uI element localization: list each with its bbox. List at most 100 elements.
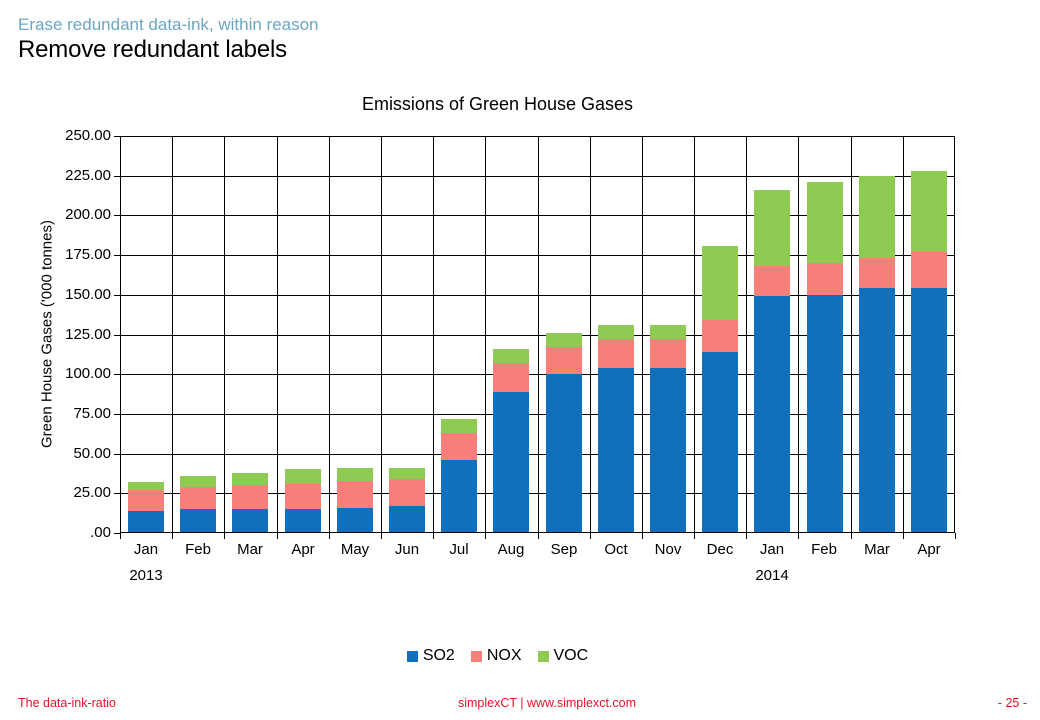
v-gridline	[694, 136, 695, 533]
legend-swatch-icon	[537, 650, 549, 662]
bar-segment-so2	[546, 374, 582, 533]
h-gridline	[120, 493, 955, 494]
x-tick-mark	[642, 533, 643, 539]
month-label: Jan	[133, 541, 159, 558]
bar-segment-voc	[650, 325, 686, 339]
legend-item-so2: SO2	[406, 647, 455, 665]
bar-segment-voc	[859, 176, 895, 258]
bar-segment-so2	[911, 288, 947, 533]
x-tick-mark	[746, 533, 747, 539]
bar-segment-voc	[285, 469, 321, 484]
bar-segment-nox	[285, 484, 321, 509]
plot-area	[120, 136, 955, 533]
chart-title: Emissions of Green House Gases	[361, 94, 634, 114]
month-label: Mar	[864, 541, 890, 558]
bar-segment-voc	[807, 182, 843, 263]
bar-segment-voc	[598, 325, 634, 339]
bar-segment-so2	[598, 368, 634, 533]
v-gridline	[642, 136, 643, 533]
y-tick-label: .00	[90, 524, 111, 541]
bar-segment-voc	[546, 333, 582, 347]
footer-topic: The data-ink-ratio	[18, 696, 116, 710]
month-label: Apr	[917, 541, 941, 558]
month-label: Jun	[394, 541, 420, 558]
plot-border-bottom	[120, 532, 955, 533]
bar-segment-nox	[337, 481, 373, 508]
x-tick-mark	[433, 533, 434, 539]
h-gridline	[120, 454, 955, 455]
month-label: Oct	[604, 541, 628, 558]
bar-segment-voc	[441, 419, 477, 433]
bar-segment-so2	[232, 509, 268, 533]
v-gridline	[224, 136, 225, 533]
x-tick-mark	[485, 533, 486, 539]
v-gridline	[538, 136, 539, 533]
y-tick-mark	[114, 255, 120, 256]
month-label: Jan	[759, 541, 785, 558]
v-gridline	[903, 136, 904, 533]
v-gridline	[381, 136, 382, 533]
y-tick-mark	[114, 335, 120, 336]
bar-segment-so2	[754, 296, 790, 533]
month-label: May	[340, 541, 370, 558]
bar-segment-voc	[232, 473, 268, 485]
y-tick-mark	[114, 374, 120, 375]
y-tick-label: 175.00	[65, 246, 111, 263]
bar-segment-nox	[232, 485, 268, 509]
legend-swatch-icon	[406, 650, 418, 662]
bar-segment-nox	[650, 339, 686, 368]
plot-border-right	[954, 136, 955, 533]
slide-footer: The data-ink-ratio simplexCT | www.simpl…	[0, 696, 1040, 716]
v-gridline	[277, 136, 278, 533]
chart: Emissions of Green House Gases Green Hou…	[35, 90, 960, 690]
bar-segment-voc	[128, 482, 164, 490]
v-gridline	[485, 136, 486, 533]
chart-legend: SO2 NOX VOC	[35, 647, 960, 665]
month-label: Mar	[237, 541, 263, 558]
bar-segment-voc	[493, 349, 529, 363]
bar-segment-so2	[180, 509, 216, 533]
bar-segment-nox	[598, 339, 634, 368]
y-tick-label: 125.00	[65, 326, 111, 343]
bar-segment-voc	[911, 171, 947, 252]
bar-segment-so2	[702, 352, 738, 533]
x-tick-mark	[277, 533, 278, 539]
legend-item-nox: NOX	[470, 647, 522, 665]
x-tick-mark	[381, 533, 382, 539]
y-tick-mark	[114, 493, 120, 494]
bar-segment-voc	[337, 468, 373, 481]
bar-segment-so2	[807, 295, 843, 533]
v-gridline	[746, 136, 747, 533]
bar-segment-so2	[128, 511, 164, 533]
h-gridline	[120, 215, 955, 216]
y-tick-label: 50.00	[73, 445, 111, 462]
legend-item-voc: VOC	[537, 647, 588, 665]
year-label: 2013	[129, 567, 163, 584]
h-gridline	[120, 414, 955, 415]
h-gridline	[120, 255, 955, 256]
month-label: Jul	[449, 541, 469, 558]
x-tick-mark	[172, 533, 173, 539]
x-tick-mark	[694, 533, 695, 539]
bar-segment-so2	[337, 508, 373, 533]
h-gridline	[120, 176, 955, 177]
bar-segment-so2	[859, 288, 895, 533]
v-gridline	[590, 136, 591, 533]
bar-segment-voc	[702, 246, 738, 320]
y-tick-mark	[114, 176, 120, 177]
month-label: Feb	[811, 541, 837, 558]
v-gridline	[172, 136, 173, 533]
bar-segment-so2	[441, 460, 477, 533]
bar-segment-nox	[180, 487, 216, 509]
bar-segment-so2	[493, 392, 529, 533]
month-label: Aug	[497, 541, 525, 558]
y-tick-label: 250.00	[65, 127, 111, 144]
bar-segment-nox	[754, 266, 790, 296]
bar-segment-voc	[180, 476, 216, 487]
bar-segment-so2	[285, 509, 321, 533]
y-tick-mark	[114, 136, 120, 137]
x-tick-mark	[120, 533, 121, 539]
x-tick-mark	[329, 533, 330, 539]
v-gridline	[798, 136, 799, 533]
x-tick-mark	[851, 533, 852, 539]
